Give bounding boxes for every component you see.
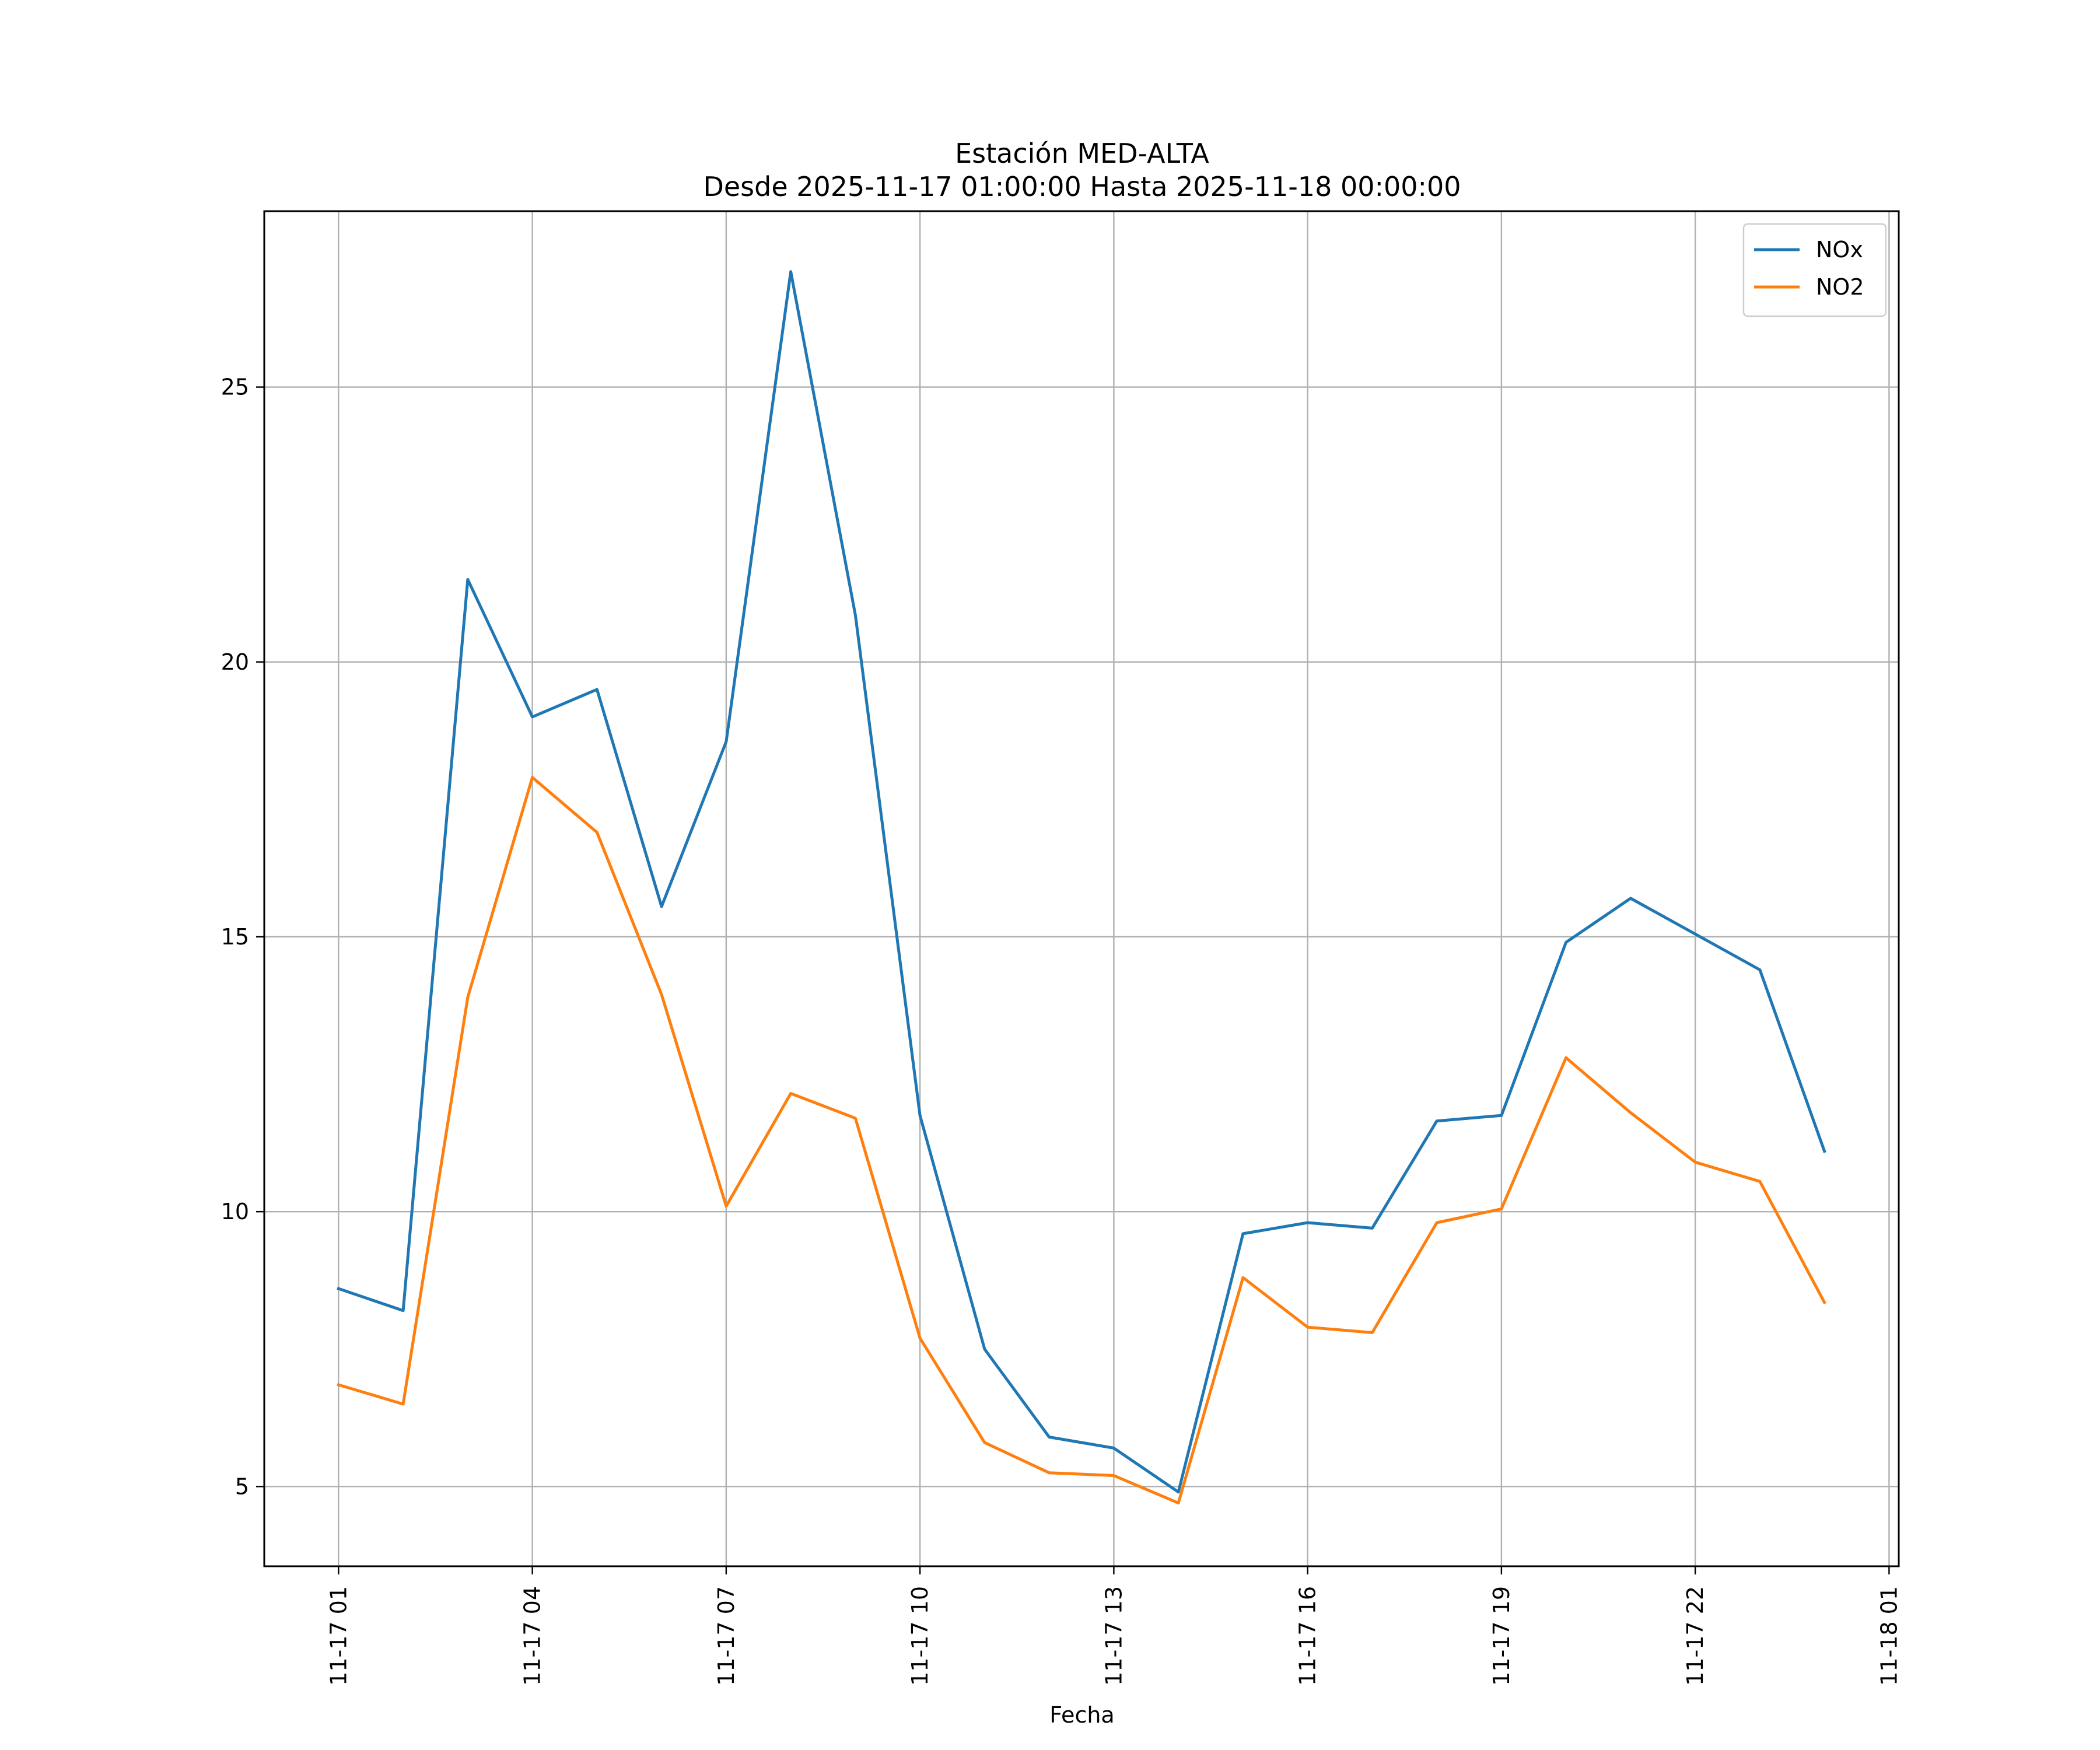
x-tick-label: 11-17 19 xyxy=(1489,1586,1514,1686)
chart-title: Estación MED-ALTA xyxy=(955,138,1209,169)
x-tick-label: 11-17 22 xyxy=(1682,1586,1708,1686)
series-lines xyxy=(337,270,1826,1505)
x-tick-label: 11-17 07 xyxy=(713,1586,739,1686)
y-tick-label: 5 xyxy=(235,1474,249,1499)
y-tick-label: 15 xyxy=(221,924,249,950)
x-axis-ticks: 11-17 01 11-17 04 11-17 07 11-17 10 11-17 13… xyxy=(326,1566,1902,1686)
series-line-nox xyxy=(337,270,1826,1494)
y-tick-label: 10 xyxy=(221,1199,249,1224)
chart-subtitle: Desde 2025-11-17 01:00:00 Hasta 2025-11-… xyxy=(703,171,1461,202)
legend: NOx NO2 xyxy=(1742,223,1887,317)
y-tick-label: 20 xyxy=(221,649,249,675)
y-tick-label: 25 xyxy=(221,374,249,400)
x-tick-label: 11-17 13 xyxy=(1101,1586,1126,1686)
x-tick-label: 11-17 10 xyxy=(907,1586,933,1686)
legend-label-no2: NO2 xyxy=(1816,274,1864,300)
plot-frame xyxy=(263,210,1900,1567)
y-axis-ticks: 5 10 15 20 25 xyxy=(221,374,264,1499)
legend-label-nox: NOx xyxy=(1816,237,1863,262)
series-line-no2 xyxy=(337,776,1826,1505)
x-tick-label: 11-18 01 xyxy=(1876,1586,1902,1686)
x-tick-label: 11-17 16 xyxy=(1295,1586,1321,1686)
x-axis-label: Fecha xyxy=(1049,1702,1114,1728)
x-tick-label: 11-17 04 xyxy=(520,1586,545,1686)
legend-box xyxy=(1742,223,1887,317)
grid-lines xyxy=(264,211,1899,1566)
x-tick-label: 11-17 01 xyxy=(326,1586,351,1686)
